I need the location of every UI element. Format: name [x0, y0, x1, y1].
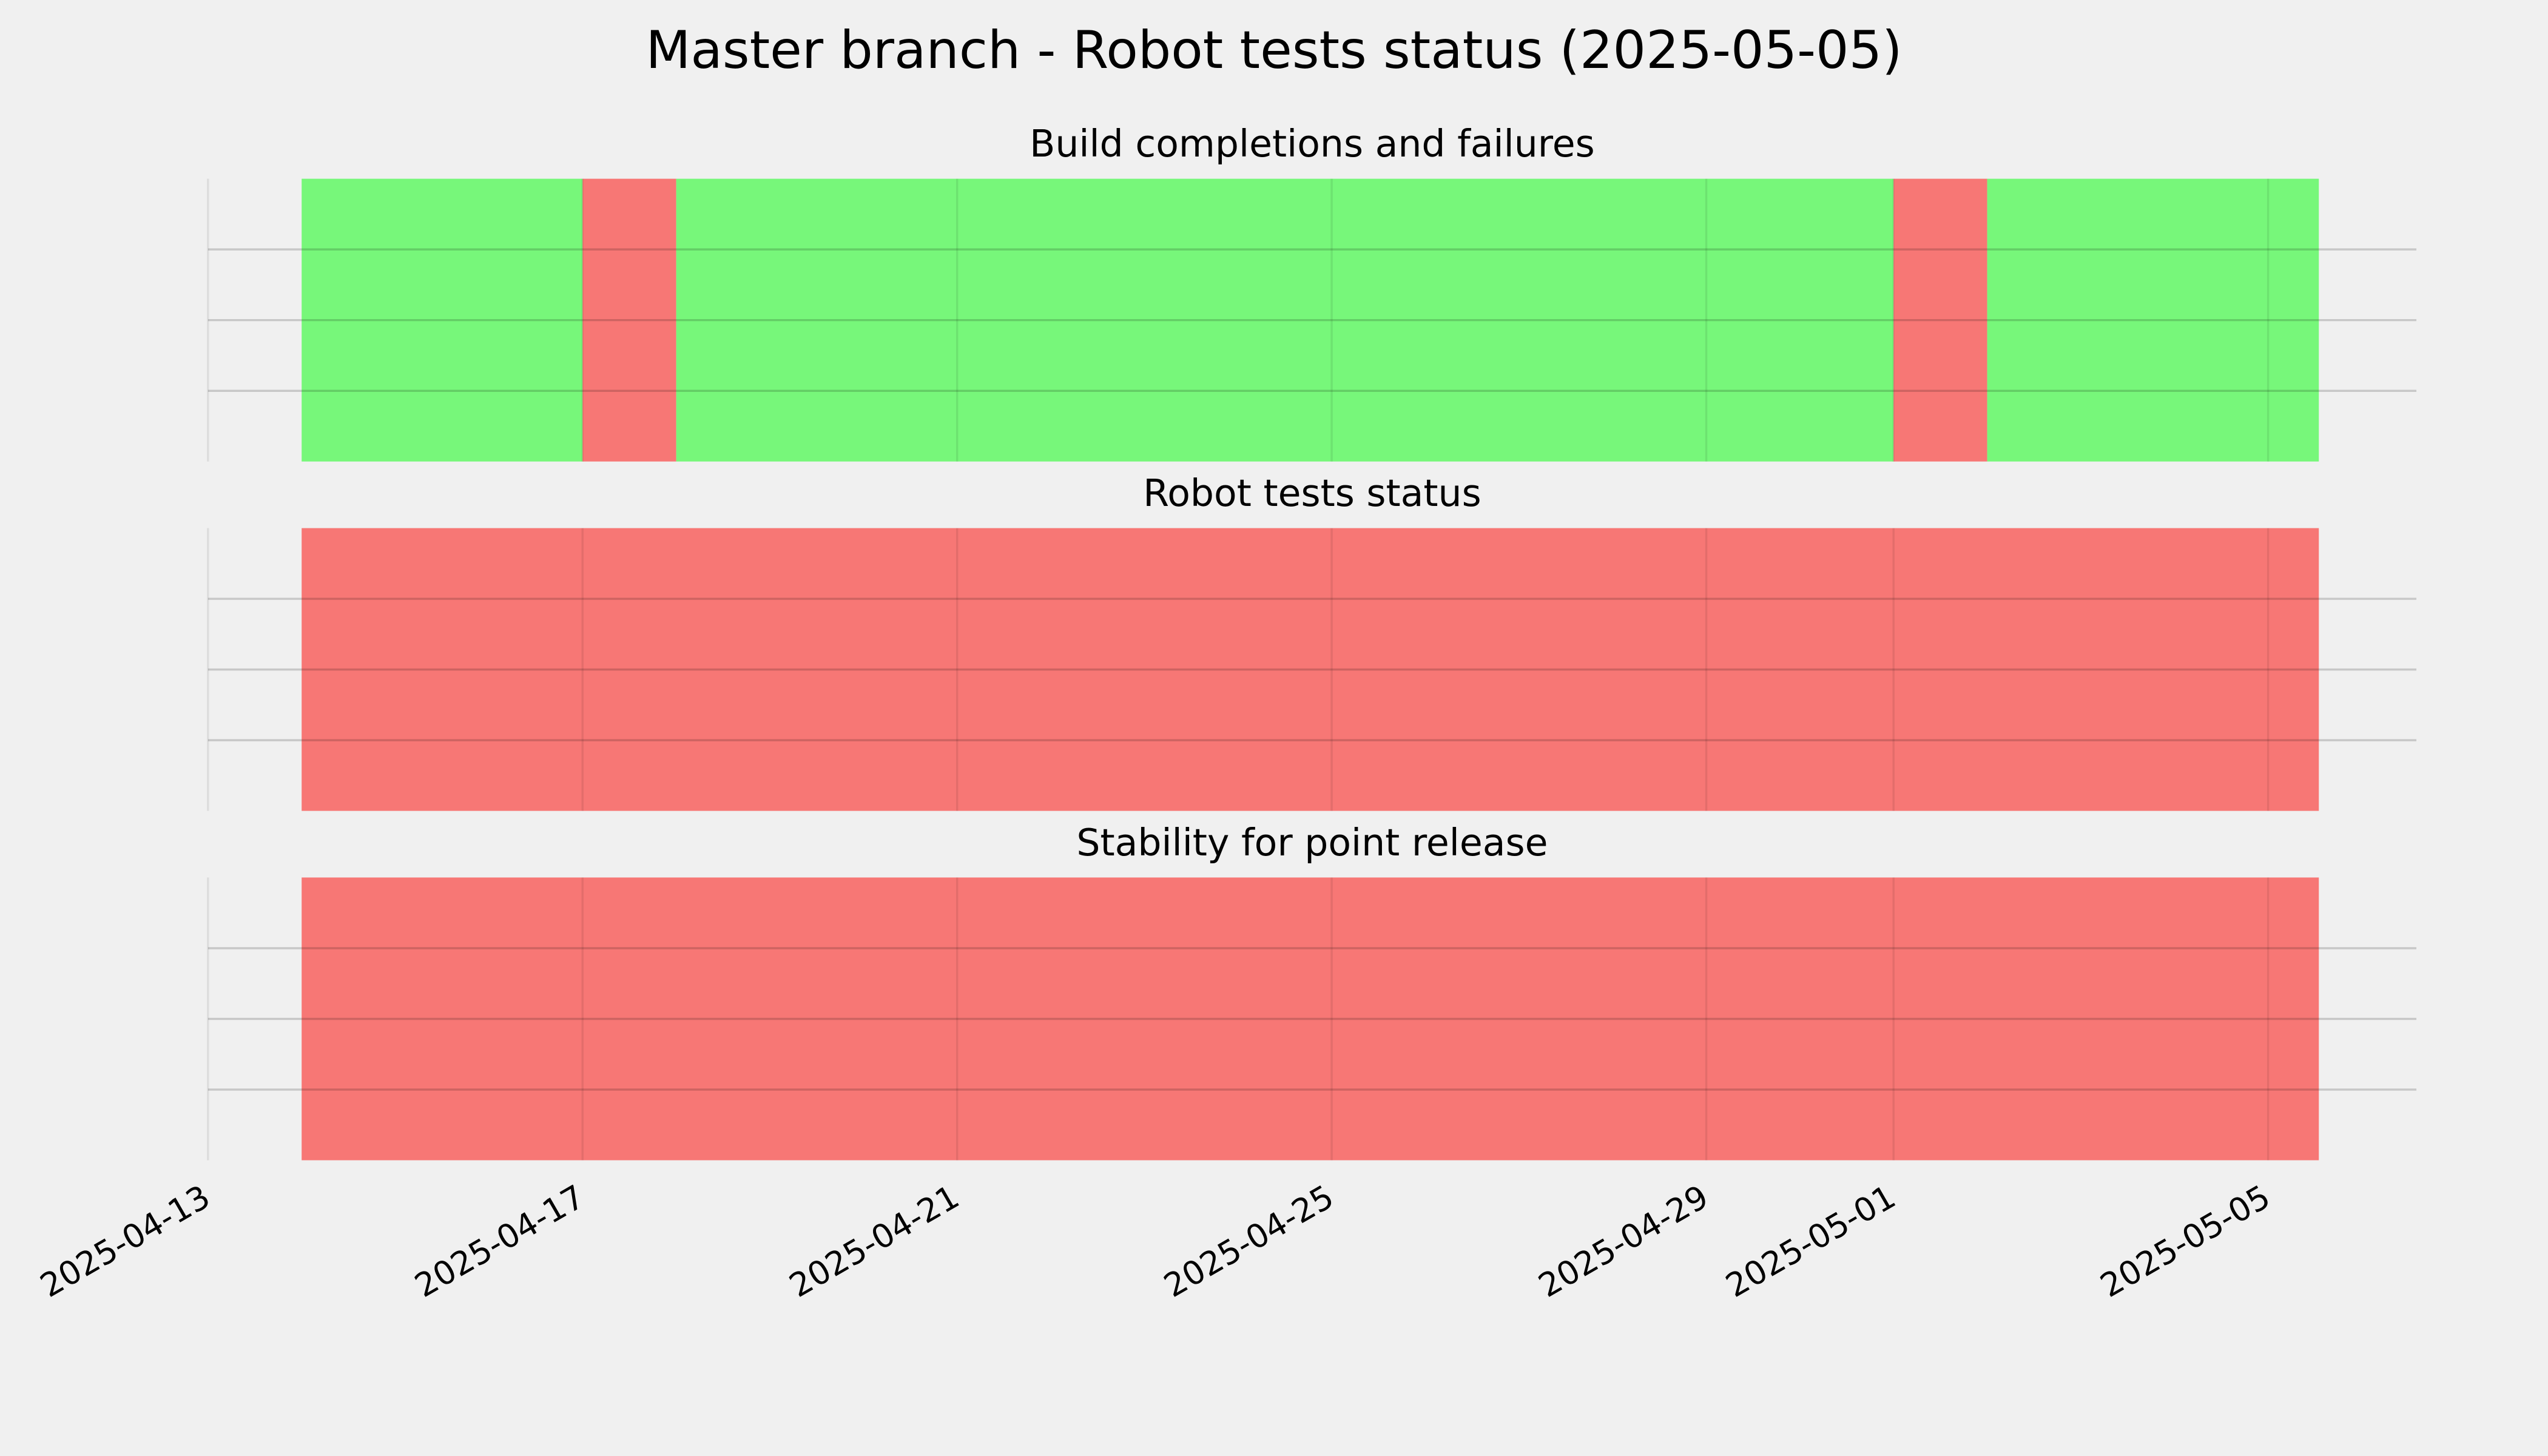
figure-title: Master branch - Robot tests status (2025…: [645, 20, 1902, 81]
status-span: [302, 178, 583, 462]
panel-title: Build completions and failures: [1030, 122, 1595, 166]
status-span: [1987, 178, 2319, 462]
status-span: [582, 178, 676, 462]
panel-title: Stability for point release: [1076, 821, 1548, 864]
panel-title: Robot tests status: [1143, 471, 1481, 515]
status-span: [1893, 178, 1987, 462]
status-span: [302, 877, 2319, 1161]
status-span: [302, 528, 2319, 811]
status-span: [676, 178, 1894, 462]
